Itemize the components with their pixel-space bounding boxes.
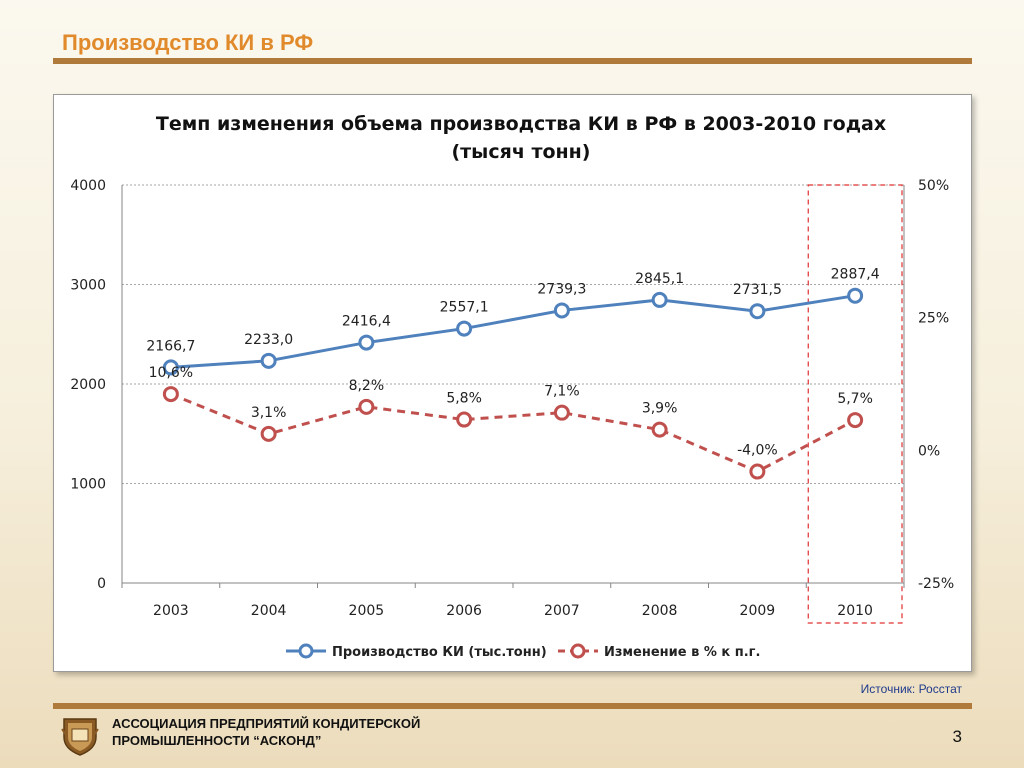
data-label-change: 3,9% — [642, 401, 678, 417]
data-point-change — [847, 412, 864, 429]
organization-name: АССОЦИАЦИЯ ПРЕДПРИЯТИЙ КОНДИТЕРСКОЙ ПРОМ… — [112, 715, 420, 749]
data-label-change: 5,7% — [837, 391, 873, 407]
x-tick-label: 2005 — [349, 603, 385, 619]
data-point-change — [456, 411, 473, 428]
chart-subtitle: (тысяч тонн) — [451, 141, 590, 163]
x-tick-label: 2006 — [446, 603, 482, 619]
y-left-tick-label: 1000 — [70, 477, 106, 493]
y-left-tick-label: 4000 — [70, 178, 106, 194]
data-point-production — [847, 287, 864, 304]
data-point-production — [456, 320, 473, 337]
x-tick-label: 2009 — [740, 603, 776, 619]
highlight-box-2010 — [807, 184, 903, 624]
data-point-production — [260, 352, 277, 369]
data-point-production — [162, 359, 179, 376]
data-point-change — [749, 463, 766, 480]
data-label-production: 2887,4 — [831, 267, 880, 283]
title-divider — [53, 58, 972, 64]
data-label-production: 2166,7 — [146, 338, 195, 354]
data-point-production — [358, 334, 375, 351]
y-left-tick-label: 2000 — [70, 377, 106, 393]
data-label-change: 8,2% — [349, 378, 385, 394]
y-right-tick-label: 25% — [918, 311, 949, 327]
data-point-production — [749, 303, 766, 320]
x-tick-label: 2004 — [251, 603, 287, 619]
data-point-change — [358, 398, 375, 415]
y-left-tick-label: 3000 — [70, 278, 106, 294]
y-right-tick-label: -25% — [918, 576, 954, 592]
y-left-tick-label: 0 — [97, 576, 106, 592]
data-label-production: 2731,5 — [733, 282, 782, 298]
data-label-change: 5,8% — [446, 391, 482, 407]
data-point-change — [651, 421, 668, 438]
data-label-change: 10,6% — [149, 365, 193, 381]
data-point-change — [162, 386, 179, 403]
organization-name-line1: АССОЦИАЦИЯ ПРЕДПРИЯТИЙ КОНДИТЕРСКОЙ — [112, 716, 421, 731]
data-point-change — [260, 425, 277, 442]
association-logo — [61, 718, 99, 756]
source-note: Источник: Росстат — [860, 682, 962, 696]
y-right-tick-label: 50% — [918, 178, 949, 194]
data-label-production: 2233,0 — [244, 332, 293, 348]
legend-marker-production — [298, 643, 314, 659]
data-label-change: 3,1% — [251, 405, 287, 421]
x-tick-label: 2003 — [153, 603, 189, 619]
data-label-change: 7,1% — [544, 384, 580, 400]
data-label-production: 2416,4 — [342, 314, 391, 330]
legend-label-change: Изменение в % к п.г. — [604, 645, 760, 660]
footer-divider — [53, 703, 972, 709]
x-tick-label: 2007 — [544, 603, 580, 619]
data-point-change — [553, 404, 570, 421]
slide-title: Производство КИ в РФ — [62, 30, 314, 55]
organization-name-line2: ПРОМЫШЛЕННОСТИ “АСКОНД” — [112, 733, 322, 748]
data-point-production — [651, 291, 668, 308]
x-tick-label: 2010 — [837, 603, 873, 619]
data-label-production: 2845,1 — [635, 271, 684, 287]
y-right-tick-label: 0% — [918, 443, 940, 459]
legend-label-production: Производство КИ (тыс.тонн) — [332, 645, 547, 660]
x-tick-label: 2008 — [642, 603, 678, 619]
data-label-change: -4,0% — [737, 443, 778, 459]
chart-title: Темп изменения объема производства КИ в … — [156, 113, 886, 135]
data-label-production: 2557,1 — [440, 300, 489, 316]
line-chart: Темп изменения объема производства КИ в … — [70, 113, 954, 660]
legend-marker-change — [570, 643, 586, 659]
page-number: 3 — [952, 727, 962, 746]
data-label-production: 2739,3 — [537, 281, 586, 297]
series-line-change — [170, 392, 856, 474]
series-line-production — [170, 294, 856, 369]
chart-frame: Темп изменения объема производства КИ в … — [53, 94, 972, 672]
data-point-production — [553, 302, 570, 319]
